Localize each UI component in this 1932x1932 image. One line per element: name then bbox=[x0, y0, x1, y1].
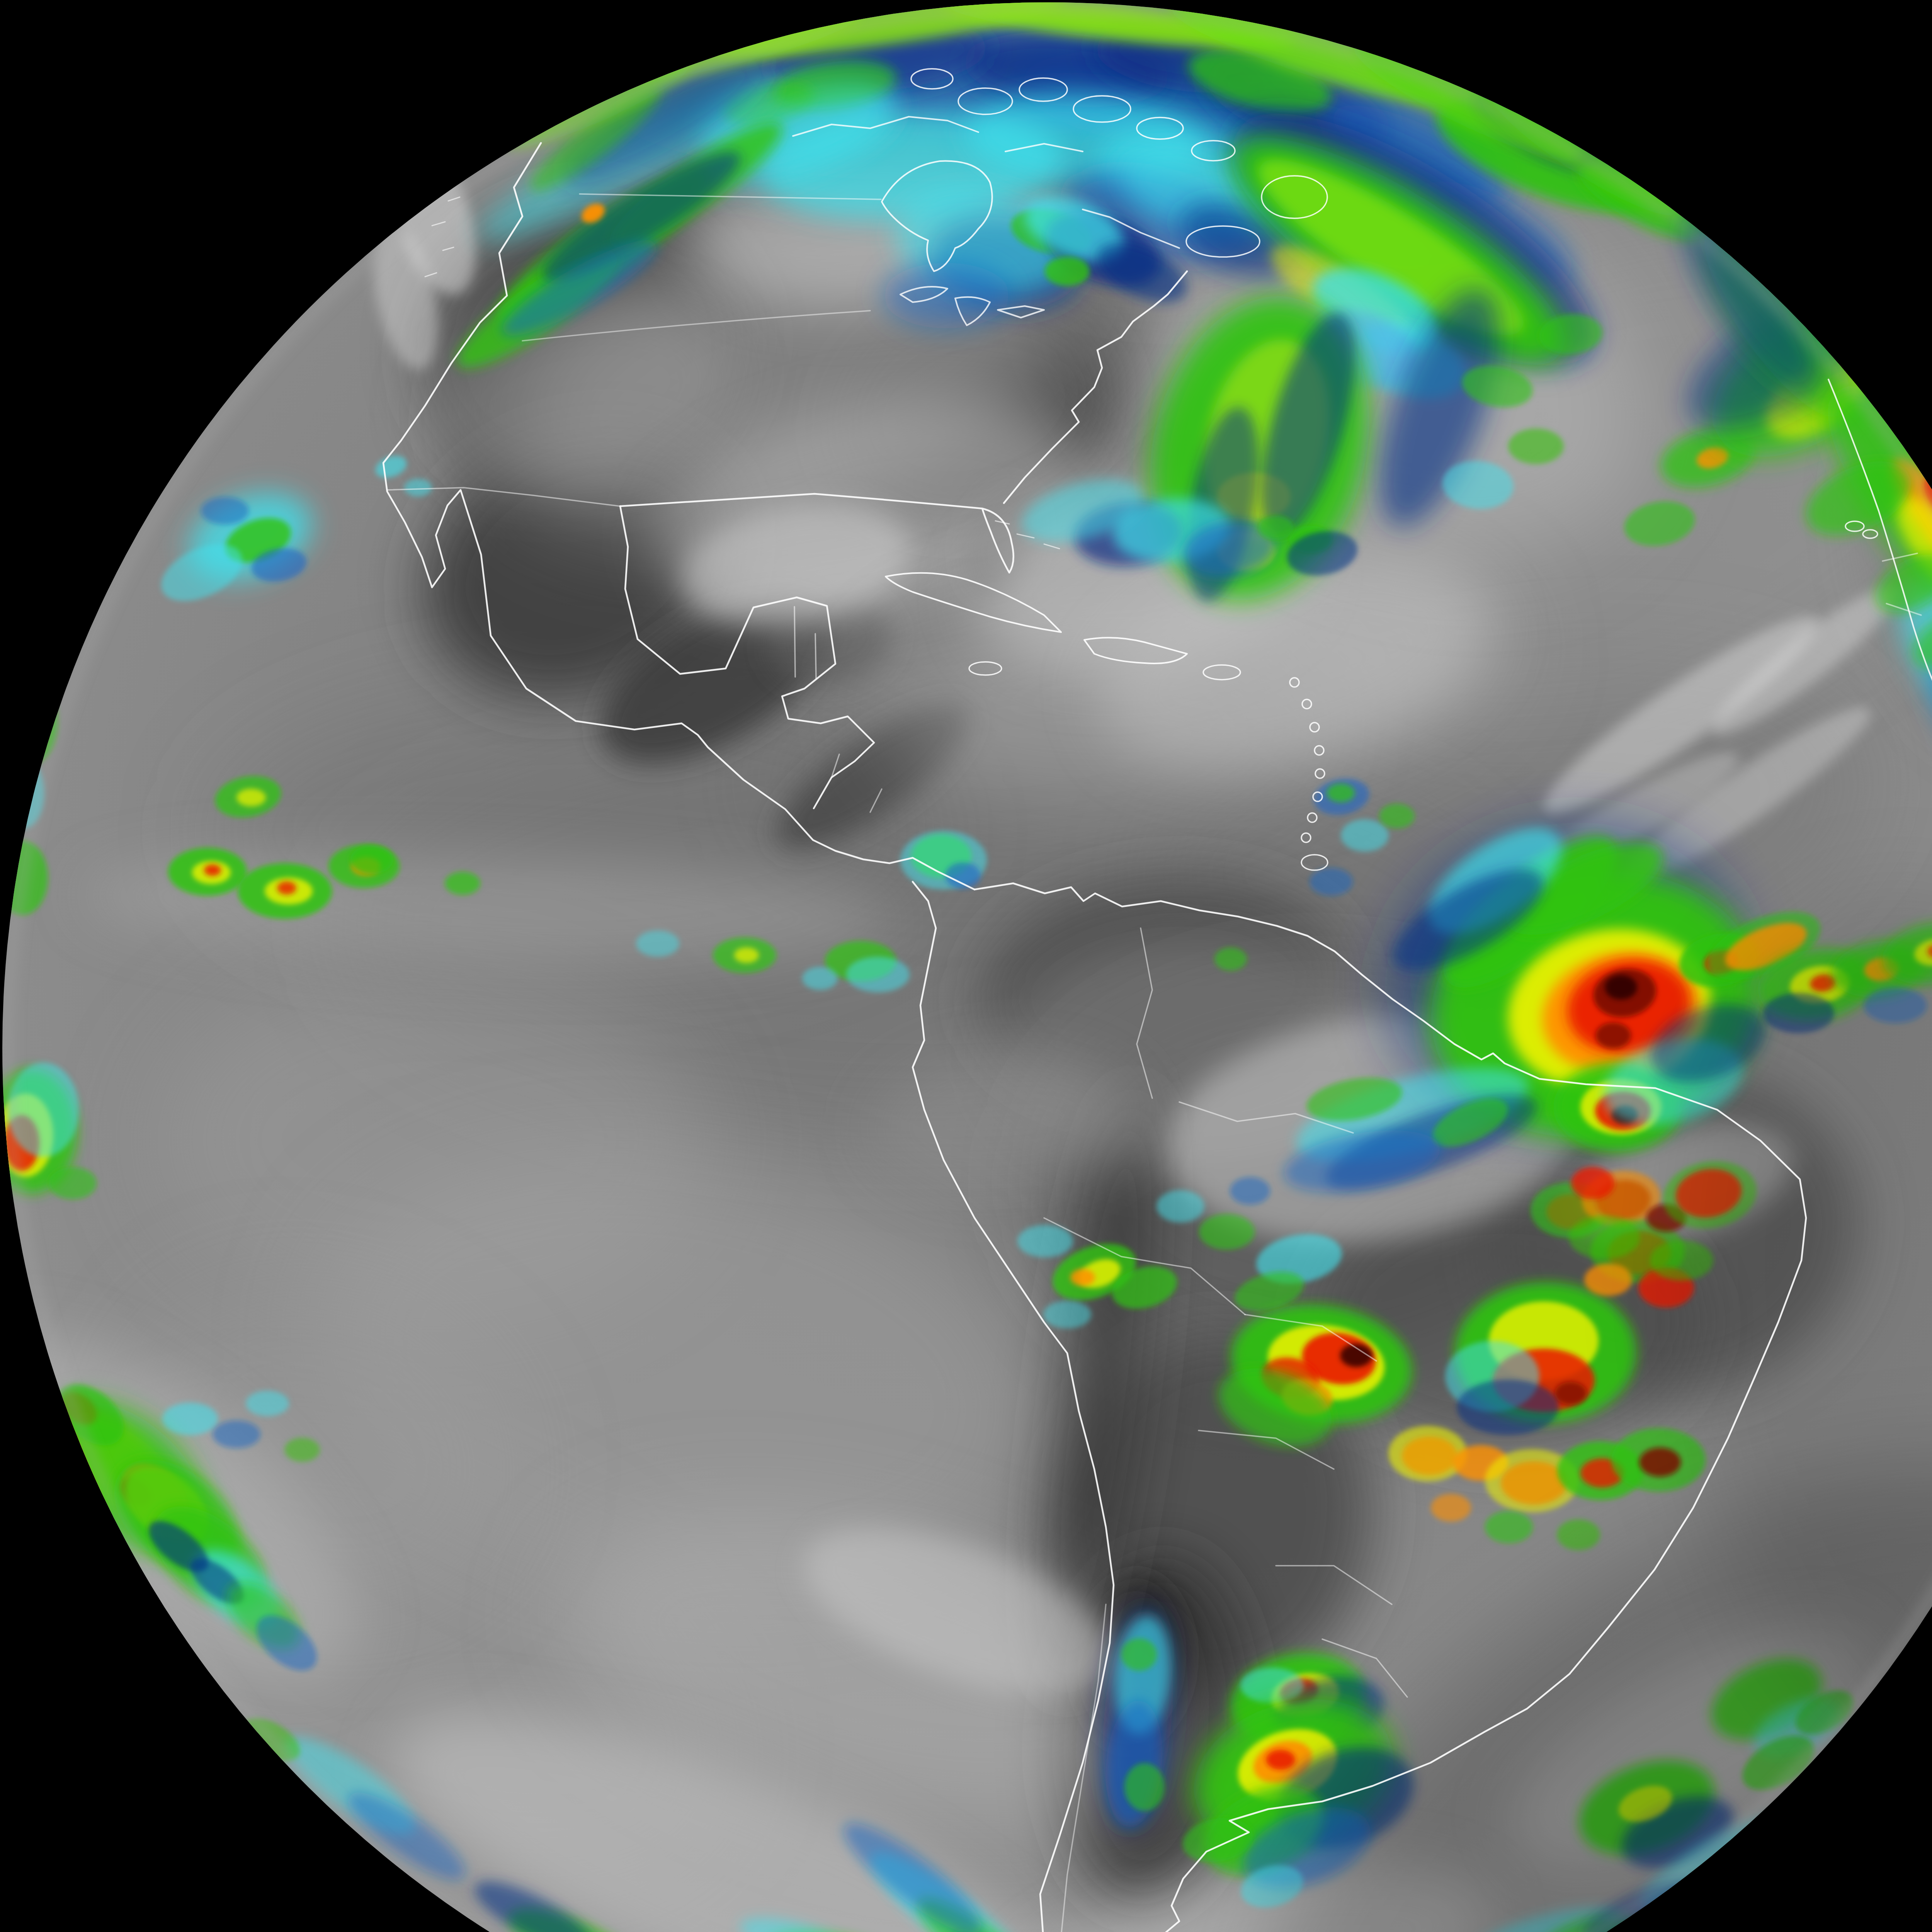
storm-cell bbox=[734, 947, 759, 963]
storm-cell bbox=[350, 845, 393, 874]
storm-cell bbox=[1605, 975, 1637, 1000]
storm-cell bbox=[284, 1438, 320, 1462]
storm-cell bbox=[1121, 1638, 1157, 1671]
storm-cell bbox=[8, 1063, 79, 1157]
cloud-blob bbox=[1508, 429, 1564, 464]
storm-cell bbox=[201, 497, 249, 525]
storm-cell bbox=[1379, 804, 1415, 828]
storm-cell bbox=[1341, 819, 1389, 852]
border-belize bbox=[815, 634, 816, 679]
storm-cell bbox=[445, 872, 480, 895]
storm-cell bbox=[1584, 1264, 1632, 1296]
satellite-full-disk-image bbox=[0, 0, 1932, 1932]
storm-cell bbox=[1571, 1167, 1614, 1199]
storm-cell bbox=[277, 881, 296, 895]
border-yucatan-guatemala bbox=[794, 607, 795, 677]
storm-cell bbox=[404, 479, 432, 497]
storm-cell bbox=[802, 967, 838, 990]
storm-cell bbox=[1639, 1447, 1681, 1477]
storm-cell bbox=[162, 1403, 218, 1435]
storm-cell bbox=[1124, 1763, 1165, 1811]
storm-cell bbox=[1554, 1382, 1587, 1405]
storm-cell bbox=[1156, 1190, 1204, 1223]
storm-cell bbox=[1258, 515, 1294, 540]
storm-cell bbox=[204, 864, 221, 876]
storm-cell bbox=[1310, 868, 1353, 896]
storm-cell bbox=[1017, 1225, 1073, 1257]
storm-cell bbox=[1457, 1379, 1559, 1435]
storm-cell bbox=[1595, 1022, 1631, 1049]
storm-cell bbox=[636, 930, 679, 957]
satellite-viewport bbox=[0, 0, 1932, 1932]
storm-cell bbox=[1485, 1511, 1533, 1543]
storm-cell bbox=[1569, 1216, 1640, 1259]
storm-cell bbox=[1431, 1494, 1471, 1522]
storm-cell bbox=[1070, 1269, 1095, 1286]
storm-cell bbox=[1266, 1750, 1295, 1770]
storm-cell bbox=[213, 1420, 260, 1448]
storm-cell bbox=[246, 1391, 289, 1416]
storm-cell bbox=[236, 789, 266, 806]
storm-cell bbox=[1557, 1519, 1600, 1550]
storm-cell bbox=[49, 1167, 97, 1199]
storm-cell bbox=[1214, 947, 1247, 971]
storm-cell bbox=[1199, 1214, 1255, 1250]
cloud-blob bbox=[1045, 257, 1090, 286]
storm-cell bbox=[846, 957, 910, 992]
storm-cell bbox=[1327, 784, 1355, 802]
storm-cell bbox=[1043, 1301, 1091, 1328]
storm-cell bbox=[1388, 1426, 1467, 1481]
storm-cell bbox=[1230, 1177, 1270, 1205]
storm-cell bbox=[1240, 1668, 1304, 1703]
